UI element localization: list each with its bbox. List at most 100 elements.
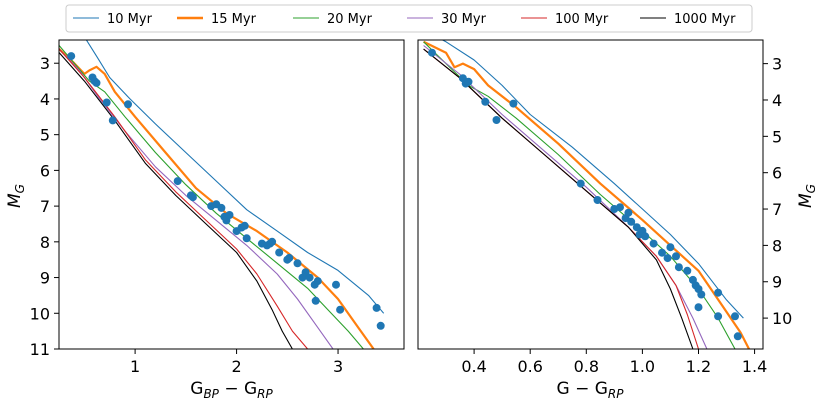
data-point	[268, 237, 277, 246]
x-tick-label: 0.8	[574, 357, 599, 376]
y-tick-label: 3	[772, 55, 782, 74]
data-point	[731, 312, 739, 321]
data-point	[293, 259, 302, 268]
x-tick-label: 1.2	[686, 357, 711, 376]
data-point	[108, 116, 117, 125]
legend-entry: 100 Myr	[521, 12, 609, 27]
y-tick-label: 6	[772, 164, 782, 183]
data-point	[285, 253, 294, 262]
data-point	[697, 290, 706, 299]
x-tick-label: 0.6	[517, 357, 542, 376]
legend-label: 10 Myr	[107, 12, 153, 27]
data-point	[332, 280, 340, 289]
x-tick-label: 1.4	[742, 357, 767, 376]
data-point	[336, 305, 345, 314]
y-tick-label: 3	[40, 54, 50, 73]
data-point	[509, 99, 518, 108]
data-point	[217, 203, 226, 212]
data-point	[428, 48, 436, 57]
data-point	[624, 208, 633, 217]
legend-label: 1000 Myr	[674, 12, 736, 27]
y-tick-label: 5	[40, 126, 50, 145]
data-point	[305, 273, 314, 282]
isochrone-line	[59, 48, 334, 349]
legend-entry: 15 Myr	[177, 12, 257, 27]
legend-label: 30 Myr	[441, 12, 487, 27]
data-point	[188, 193, 197, 202]
data-point	[102, 98, 111, 107]
isochrone-line	[59, 52, 293, 349]
isochrone-line	[423, 48, 700, 349]
data-point	[242, 234, 251, 243]
x-tick-label: 1.0	[630, 357, 655, 376]
left-panel: 1 2 3 3 4 5 6 7 8 9 10 11 GBP − GRP MG	[5, 39, 405, 401]
data-point	[225, 211, 234, 219]
x-tick-label: 0.4	[461, 357, 486, 376]
data-point	[275, 248, 284, 257]
isochrone-line	[423, 40, 750, 349]
legend-label: 100 Myr	[555, 12, 609, 27]
y-tick-label: 11	[30, 340, 50, 359]
y-tick-label: 5	[772, 127, 782, 146]
isochrone-line	[85, 40, 385, 314]
data-point	[641, 232, 650, 241]
data-point	[674, 263, 683, 272]
data-point	[658, 248, 666, 257]
data-point	[733, 332, 742, 341]
data-point	[714, 312, 723, 321]
x-tick-label: 1	[130, 357, 140, 376]
y-tick-label: 10	[30, 304, 50, 323]
right-panel: 0.4 0.6 0.8 1.0 1.2 1.4 3 4 5 6 7 8 9 10 G − GRP MG	[417, 39, 818, 401]
y-tick-label: 9	[772, 273, 782, 292]
data-point	[672, 252, 680, 261]
data-point	[593, 196, 602, 204]
data-point	[464, 77, 473, 86]
data-point	[576, 179, 585, 188]
isochrone-line	[441, 40, 744, 319]
y-tick-label: 7	[40, 197, 50, 216]
left-plot-frame	[58, 39, 405, 350]
isochrone-line	[423, 45, 708, 349]
data-point	[683, 266, 692, 275]
isochrone-line	[423, 48, 694, 349]
right-x-axis-label: G − GRP	[557, 379, 625, 401]
y-tick-label: 8	[772, 236, 782, 255]
data-point	[376, 321, 385, 330]
legend-label: 20 Myr	[327, 12, 373, 27]
data-point	[92, 78, 101, 87]
data-point	[311, 296, 320, 305]
data-point	[240, 221, 249, 230]
x-tick-label: 3	[333, 357, 343, 376]
data-point	[627, 217, 636, 226]
data-point	[663, 254, 672, 263]
right-y-axis-label: MG	[796, 184, 818, 208]
right-plot-frame	[417, 39, 764, 350]
data-point	[173, 177, 182, 186]
y-tick-label: 6	[40, 161, 50, 180]
left-x-axis-label: GBP − GRP	[190, 379, 273, 401]
y-tick-label: 8	[40, 233, 50, 252]
data-point	[313, 277, 322, 286]
legend-entry: 10 Myr	[73, 12, 153, 27]
data-point	[481, 97, 490, 106]
legend: 10 Myr 15 Myr 20 Myr 30 Myr 100 Myr 1000 Myr	[65, 4, 753, 33]
y-tick-label: 9	[40, 269, 50, 288]
data-point	[616, 203, 624, 212]
legend-entry: 20 Myr	[293, 12, 373, 27]
y-tick-label: 4	[772, 91, 782, 110]
data-point	[492, 116, 501, 124]
isochrone-line	[59, 48, 375, 349]
left-y-axis-label: MG	[5, 184, 27, 208]
data-point	[649, 239, 658, 248]
data-point	[694, 303, 703, 312]
data-point	[67, 52, 76, 61]
legend-entry: 30 Myr	[407, 12, 487, 27]
legend-label: 15 Myr	[211, 12, 257, 27]
y-tick-label: 7	[772, 200, 782, 219]
legend-entry: 1000 Myr	[640, 12, 736, 27]
data-point	[714, 288, 723, 297]
y-tick-label: 4	[40, 90, 50, 109]
data-point	[666, 243, 675, 252]
x-tick-label: 2	[231, 357, 241, 376]
